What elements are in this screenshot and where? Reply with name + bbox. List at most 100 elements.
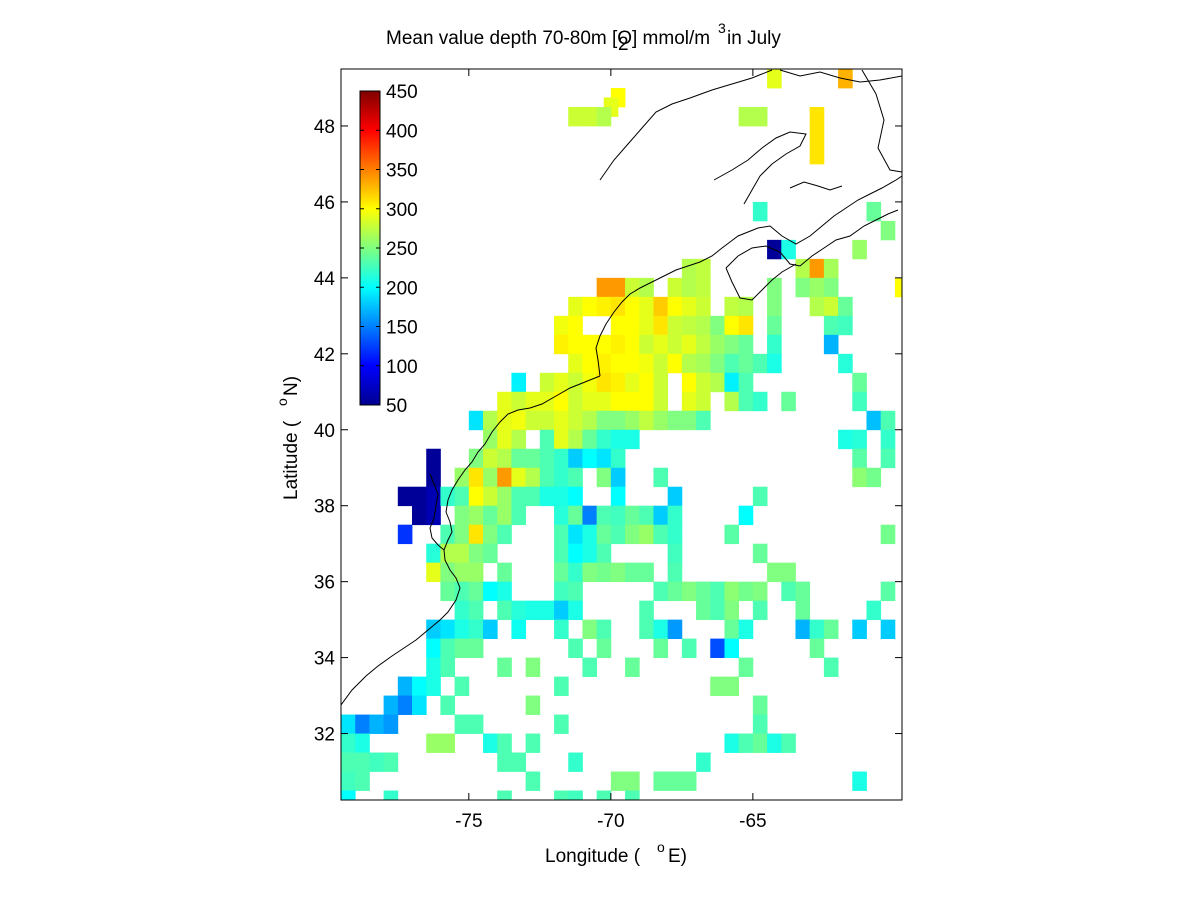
heatmap-cell (767, 296, 782, 317)
heatmap-cell (795, 258, 811, 279)
heatmap-cell (880, 524, 896, 545)
heatmap-cell (440, 562, 456, 583)
y-axis-label: Latitude ( o N) (274, 376, 302, 500)
heatmap-cell (752, 543, 768, 564)
heatmap-cell (568, 334, 583, 355)
heatmap-cell (724, 638, 740, 658)
heatmap-cell (369, 714, 385, 734)
heatmap-cell (397, 486, 413, 507)
heatmap-cell (383, 790, 399, 800)
heatmap-cell (625, 657, 640, 677)
heatmap-cell (511, 410, 527, 431)
x-tick-label: -65 (739, 811, 766, 832)
heatmap-cell (823, 277, 839, 298)
heatmap-cell (525, 695, 541, 715)
coastline (341, 69, 902, 706)
y-axis-label-prefix: Latitude ( (281, 420, 302, 500)
colorbar-tick-label: 50 (386, 396, 407, 417)
heatmap-cell (625, 391, 640, 412)
heatmap-cell (568, 543, 583, 564)
colorbar-tick-label: 300 (386, 200, 418, 221)
heatmap-cell (539, 429, 555, 450)
heatmap-cell (625, 315, 640, 336)
heatmap-cell (738, 391, 754, 412)
heatmap-cell (596, 353, 612, 374)
heatmap-cell (454, 524, 470, 545)
heatmap-cell (568, 505, 583, 526)
heatmap-cell (397, 695, 413, 715)
heatmap-cell (696, 752, 711, 772)
y-tick-label: 36 (314, 573, 335, 594)
heatmap-cell (454, 486, 470, 507)
heatmap-cell (724, 391, 740, 412)
heatmap-cell (596, 467, 612, 488)
heatmap-cell (596, 638, 612, 658)
coastline-nova-scotia (725, 209, 899, 269)
y-tick-label: 44 (314, 269, 336, 290)
heatmap-cell (795, 619, 811, 640)
heatmap-cell (568, 638, 583, 658)
y-tick-label: 48 (314, 117, 335, 138)
heatmap-cell (397, 524, 413, 545)
heatmap-cell (483, 505, 498, 526)
heatmap-cell (610, 505, 626, 526)
colorbar-tick-label: 450 (386, 82, 418, 103)
heatmap-cell (724, 353, 740, 374)
heatmap-cell (341, 790, 356, 800)
heatmap-cell (539, 486, 555, 507)
heatmap-cell (610, 334, 626, 355)
heatmap-cell (838, 296, 853, 317)
heatmap-cell (767, 315, 782, 336)
heatmap-cell (568, 752, 583, 772)
heatmap-cell (511, 752, 527, 772)
heatmap-cell (681, 258, 697, 279)
heatmap-cell (525, 448, 541, 469)
heatmap-cell (625, 790, 640, 800)
heatmap-cell (483, 410, 498, 431)
heatmap-cell (483, 486, 498, 507)
heatmap-cell (568, 562, 583, 583)
heatmap-cell (369, 752, 385, 772)
heatmap-cell (738, 353, 754, 374)
heatmap-cell (468, 600, 484, 621)
heatmap-cell (554, 486, 569, 507)
heatmap-cell (823, 296, 839, 317)
heatmap-cell (497, 486, 512, 507)
heatmap-cell (667, 562, 683, 583)
heatmap-cell (653, 391, 669, 412)
heatmap-cell (483, 733, 498, 753)
heatmap-cell (468, 581, 484, 602)
heatmap-cell (781, 391, 796, 412)
heatmap-cell (681, 410, 697, 431)
heatmap-cell (454, 543, 470, 564)
heatmap-cell (497, 790, 512, 800)
heatmap-cell (497, 429, 512, 450)
heatmap-cell (752, 600, 768, 621)
heatmap-cell (426, 543, 441, 564)
heatmap-cell (696, 410, 711, 431)
heatmap-cell (341, 714, 356, 734)
heatmap-cell (653, 638, 669, 658)
heatmap-cell (341, 752, 356, 772)
heatmap-cell (412, 676, 427, 696)
heatmap-cell (809, 638, 825, 658)
heatmap-cell (610, 467, 626, 488)
heatmap-cell (724, 372, 740, 393)
heatmap-cell (426, 562, 441, 583)
heatmap-cell (667, 543, 683, 564)
heatmap-cell (724, 581, 740, 602)
heatmap-cell (468, 410, 484, 431)
heatmap-cell (809, 125, 825, 146)
heatmap-cell (454, 619, 470, 640)
heatmap-cell (568, 296, 583, 317)
heatmap-cell (738, 733, 754, 753)
heatmap-cell (738, 372, 754, 393)
heatmap-cell (497, 581, 512, 602)
heatmap-cell (525, 600, 541, 621)
heatmap-cell (497, 391, 512, 412)
heatmap-cell (511, 467, 527, 488)
heatmap-cell (681, 391, 697, 412)
heatmap-cell (497, 657, 512, 677)
heatmap-cell (681, 581, 697, 602)
heatmap-cell (483, 543, 498, 564)
